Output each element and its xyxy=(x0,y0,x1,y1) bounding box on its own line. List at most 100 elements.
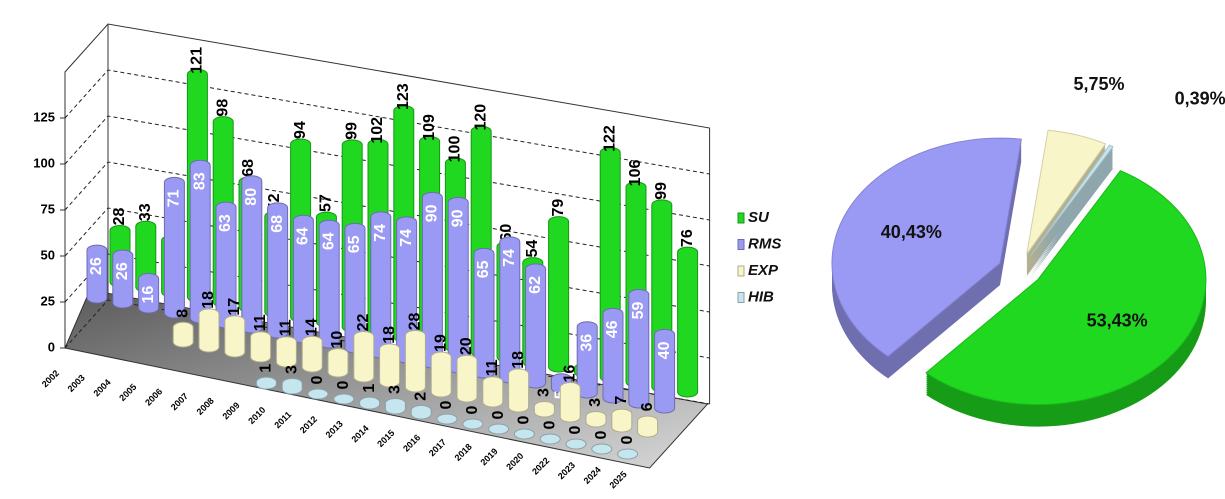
bar xyxy=(591,443,613,455)
data-label: 74 xyxy=(501,249,518,267)
bar xyxy=(379,343,401,388)
data-label: 11 xyxy=(484,359,501,376)
bar xyxy=(602,307,624,404)
data-label: 3 xyxy=(283,365,300,374)
bar xyxy=(436,413,458,425)
data-label: 16 xyxy=(140,286,157,304)
y-tick-label: 50 xyxy=(41,247,55,262)
data-label: 99 xyxy=(653,182,670,200)
data-label: 64 xyxy=(320,232,337,250)
bar xyxy=(585,410,607,428)
bar xyxy=(307,388,329,400)
bar xyxy=(241,175,263,334)
bar xyxy=(281,377,303,395)
bar xyxy=(138,273,160,314)
x-tick-label: 2005 xyxy=(117,382,138,403)
data-label: 6 xyxy=(639,402,656,411)
bar xyxy=(533,400,555,418)
data-label: 7 xyxy=(613,396,630,405)
data-label: 46 xyxy=(604,320,621,338)
slice-side xyxy=(1030,165,1114,276)
x-tick-label: 2013 xyxy=(324,419,345,440)
data-label: 0 xyxy=(567,425,584,434)
data-label: 19 xyxy=(432,334,449,352)
data-label: 3 xyxy=(387,385,404,394)
bar xyxy=(86,244,108,304)
bar xyxy=(198,308,220,353)
grid-line xyxy=(64,69,710,175)
bar xyxy=(163,176,185,319)
legend-swatch xyxy=(737,265,745,277)
data-label: 57 xyxy=(318,194,335,212)
data-label: 0 xyxy=(438,400,455,409)
slice xyxy=(925,170,1207,406)
bar xyxy=(359,396,381,410)
data-label: 0,39% xyxy=(1175,89,1225,109)
legend-label: EXP xyxy=(748,262,779,279)
legend-swatch xyxy=(737,212,745,224)
data-label: 102 xyxy=(369,117,386,144)
y-tick-label: 125 xyxy=(33,109,55,124)
y-tick-label: 100 xyxy=(33,155,55,170)
data-label: 94 xyxy=(292,121,309,139)
bar xyxy=(539,433,561,445)
data-label: 100 xyxy=(447,136,464,163)
data-label: 68 xyxy=(269,215,286,233)
legend-swatch xyxy=(737,239,745,250)
data-label: 26 xyxy=(114,262,131,280)
bar xyxy=(628,288,650,409)
data-label: 74 xyxy=(372,224,389,242)
bar xyxy=(677,246,699,398)
data-label: 0 xyxy=(619,435,636,444)
slice-side xyxy=(1030,163,1114,274)
bar xyxy=(430,351,452,398)
data-label: 18 xyxy=(510,351,527,369)
x-tick-label: 2024 xyxy=(582,465,603,486)
data-label: 28 xyxy=(407,312,424,330)
x-tick-label: 2023 xyxy=(556,460,577,481)
bar xyxy=(508,368,530,413)
data-label: 11 xyxy=(252,314,269,331)
data-label: 11 xyxy=(278,319,295,336)
data-label: 122 xyxy=(601,125,618,152)
x-tick-label: 2010 xyxy=(246,405,267,426)
data-label: 123 xyxy=(395,83,412,110)
data-label: 0 xyxy=(490,410,507,419)
data-label: 5,75% xyxy=(1073,74,1124,94)
slice-side xyxy=(1030,167,1114,278)
x-tick-label: 2007 xyxy=(169,391,190,412)
bar xyxy=(525,263,547,389)
x-tick-label: 2015 xyxy=(375,428,396,449)
bar xyxy=(559,382,581,423)
data-label: 8 xyxy=(174,309,191,318)
data-label: 79 xyxy=(550,199,567,217)
x-tick-label: 2006 xyxy=(143,386,164,407)
data-label: 33 xyxy=(137,203,154,221)
data-label: 17 xyxy=(226,298,243,316)
bar xyxy=(617,448,639,460)
x-tick-label: 2012 xyxy=(298,414,319,435)
slice-side xyxy=(1030,151,1114,262)
x-tick-label: 2019 xyxy=(478,446,499,467)
slice xyxy=(1030,144,1114,256)
legend-swatch xyxy=(737,292,745,303)
data-label: 0 xyxy=(309,375,326,384)
data-label: 80 xyxy=(243,188,260,206)
data-label: 71 xyxy=(166,189,183,207)
bar xyxy=(333,393,355,405)
y-tick-label: 75 xyxy=(41,201,55,216)
data-label: 109 xyxy=(421,114,438,141)
data-label: 22 xyxy=(355,314,372,332)
data-label: 40 xyxy=(656,341,673,359)
data-label: 68 xyxy=(240,159,257,177)
x-tick-label: 2016 xyxy=(401,432,422,453)
bar xyxy=(250,331,272,363)
bar xyxy=(384,397,406,415)
data-label: 2 xyxy=(412,392,429,401)
grid-line xyxy=(64,161,710,267)
data-label: 0 xyxy=(464,405,481,414)
legend-label: HIB xyxy=(748,288,774,305)
bar xyxy=(224,315,246,358)
bar xyxy=(637,415,659,438)
